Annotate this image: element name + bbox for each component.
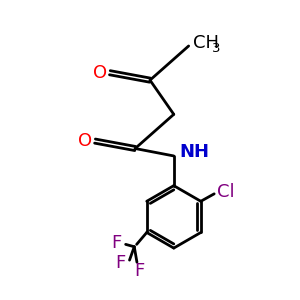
Text: Cl: Cl [217, 183, 235, 201]
Text: F: F [111, 234, 122, 252]
Text: NH: NH [180, 143, 210, 161]
Text: CH: CH [193, 34, 219, 52]
Text: O: O [78, 132, 93, 150]
Text: F: F [134, 262, 145, 280]
Text: O: O [93, 64, 107, 82]
Text: 3: 3 [212, 42, 220, 56]
Text: F: F [116, 254, 126, 272]
